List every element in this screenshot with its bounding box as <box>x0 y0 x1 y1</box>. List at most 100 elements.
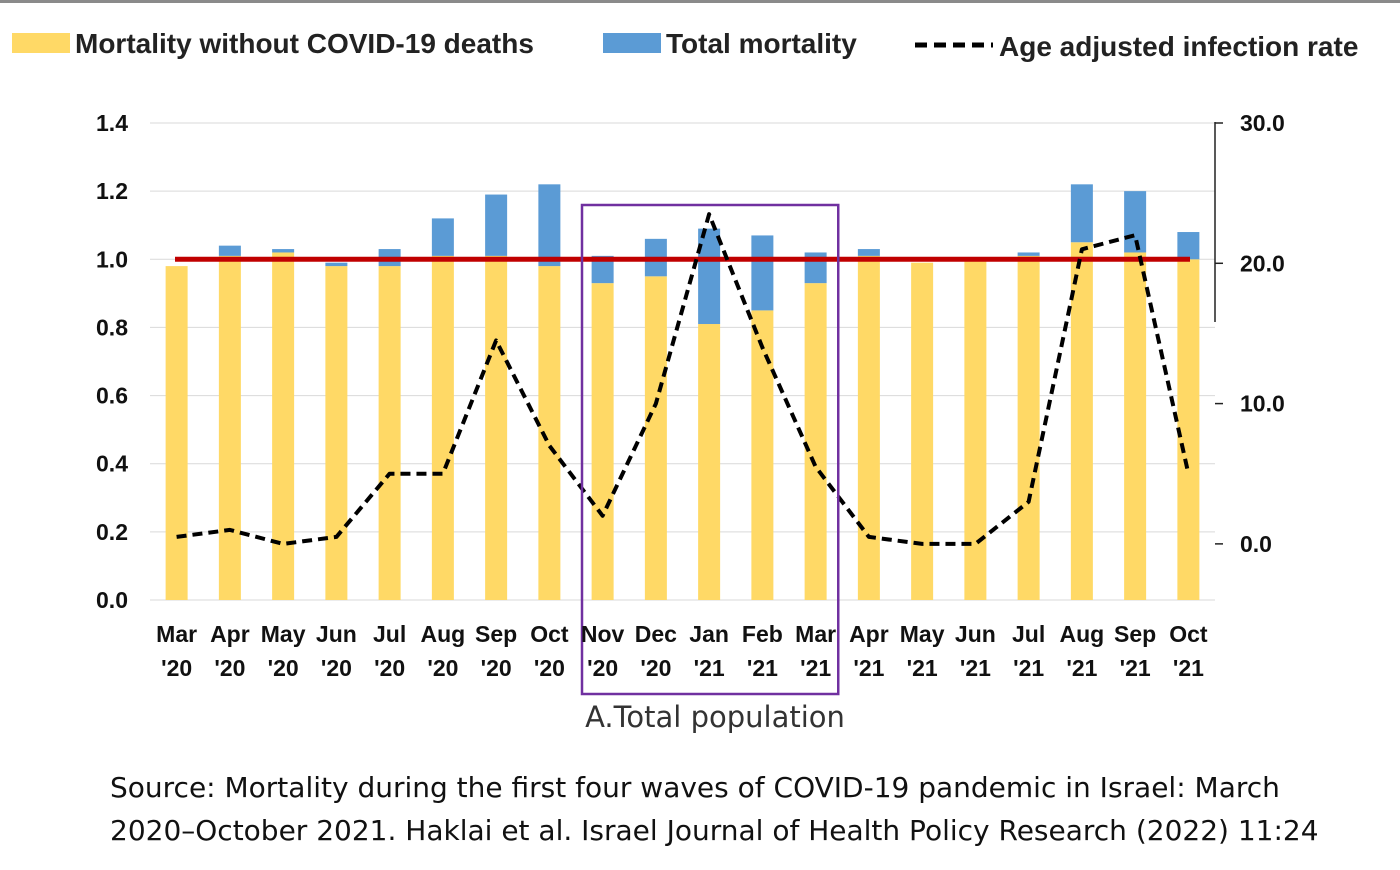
source-line-1: Source: Mortality during the first four … <box>110 771 1280 804</box>
x-label-month-5: Aug <box>421 621 466 647</box>
legend-label-0: Mortality without COVID-19 deaths <box>75 28 534 59</box>
bar-mortality-without-covid-18 <box>1124 252 1147 600</box>
bar-mortality-without-covid-2 <box>272 252 295 600</box>
bar-mortality-without-covid-7 <box>538 266 561 600</box>
y-right-tick-0: 0.0 <box>1240 531 1272 557</box>
x-label-month-2: May <box>261 621 306 647</box>
bar-mortality-without-covid-6 <box>485 255 508 600</box>
legend-swatch-1 <box>603 33 661 53</box>
bar-mortality-without-covid-3 <box>325 266 348 600</box>
chart-legend: Mortality without COVID-19 deaths Total m… <box>12 28 1358 62</box>
x-label-month-1: Apr <box>210 621 250 647</box>
y-left-tick-2: 0.4 <box>96 451 128 477</box>
bar-total-mortality-11 <box>751 235 774 311</box>
bar-mortality-without-covid-1 <box>218 255 241 600</box>
bar-mortality-without-covid-16 <box>1017 255 1040 600</box>
x-label-year-2: '20 <box>268 655 299 681</box>
x-label-year-13: '21 <box>853 655 884 681</box>
source-citation: Source: Mortality during the first four … <box>110 766 1370 852</box>
x-label-month-12: Mar <box>795 621 836 647</box>
x-label-year-8: '20 <box>587 655 618 681</box>
bar-mortality-without-covid-12 <box>804 283 827 600</box>
x-label-year-7: '20 <box>534 655 565 681</box>
bar-total-mortality-19 <box>1177 232 1200 260</box>
bar-total-mortality-5 <box>431 218 454 256</box>
y-left-tick-1: 0.2 <box>96 519 128 545</box>
y-left-tick-5: 1.0 <box>96 246 128 272</box>
legend-label-1: Total mortality <box>666 28 857 59</box>
y-left-tick-6: 1.2 <box>96 178 128 204</box>
legend-swatch-0 <box>12 33 70 53</box>
bar-mortality-without-covid-0 <box>165 266 188 600</box>
x-label-year-15: '21 <box>960 655 991 681</box>
x-label-year-10: '21 <box>694 655 725 681</box>
bar-total-mortality-8 <box>591 255 614 284</box>
x-label-month-19: Oct <box>1169 621 1208 647</box>
grid-lines <box>150 122 1215 601</box>
x-label-year-17: '21 <box>1066 655 1097 681</box>
x-label-month-0: Mar <box>156 621 197 647</box>
x-label-year-4: '20 <box>374 655 405 681</box>
bar-total-mortality-3 <box>325 262 348 267</box>
bar-total-mortality-16 <box>1017 252 1040 256</box>
bar-mortality-without-covid-13 <box>857 255 880 600</box>
x-label-month-14: May <box>900 621 945 647</box>
bar-mortality-without-covid-8 <box>591 283 614 600</box>
bar-mortality-without-covid-19 <box>1177 259 1200 600</box>
axes-group: 0.0 0.2 0.4 0.6 0.8 1.0 1.2 1.4 0.0 10.0 20.0 30.0 <box>96 110 1285 613</box>
legend-label-2: Age adjusted infection rate <box>999 31 1358 62</box>
highlight-group <box>580 203 840 696</box>
bar-total-mortality-2 <box>272 249 295 253</box>
bar-total-mortality-13 <box>857 249 880 256</box>
y-right-tick-3: 30.0 <box>1240 110 1285 136</box>
x-label-month-11: Feb <box>742 621 783 647</box>
chart-subtitle: A.Total population <box>585 700 845 734</box>
bar-mortality-without-covid-5 <box>431 255 454 600</box>
x-label-year-16: '21 <box>1013 655 1044 681</box>
x-label-year-12: '21 <box>800 655 831 681</box>
bar-total-mortality-6 <box>485 194 508 256</box>
x-label-month-16: Jul <box>1012 621 1045 647</box>
x-label-month-17: Aug <box>1060 621 1105 647</box>
x-label-year-6: '20 <box>481 655 512 681</box>
bar-mortality-without-covid-9 <box>644 276 667 600</box>
x-label-month-4: Jul <box>373 621 406 647</box>
x-label-year-1: '20 <box>214 655 245 681</box>
x-label-year-19: '21 <box>1173 655 1204 681</box>
x-label-year-3: '20 <box>321 655 352 681</box>
bar-mortality-without-covid-10 <box>698 324 721 600</box>
bar-total-mortality-17 <box>1070 184 1093 243</box>
infection-rate-group <box>176 212 1191 546</box>
x-label-month-6: Sep <box>475 621 517 647</box>
bar-mortality-without-covid-4 <box>378 266 401 600</box>
x-label-year-14: '21 <box>907 655 938 681</box>
x-label-year-11: '21 <box>747 655 778 681</box>
x-label-month-8: Nov <box>581 621 625 647</box>
x-label-month-10: Jan <box>689 621 729 647</box>
x-label-month-15: Jun <box>955 621 996 647</box>
x-label-year-9: '20 <box>640 655 671 681</box>
bar-mortality-without-covid-11 <box>751 310 774 600</box>
x-axis-labels: Mar '20 Apr '20 May '20 Jun '20 Jul '20 Aug '20 Sep '… <box>156 621 1208 681</box>
y-left-tick-3: 0.6 <box>96 383 128 409</box>
infection-rate-line <box>176 212 1191 546</box>
y-left-tick-0: 0.0 <box>96 587 128 613</box>
source-line-2: 2020–October 2021. Haklai et al. Israel … <box>110 814 1319 847</box>
bar-total-mortality-10 <box>698 228 721 325</box>
x-label-year-5: '20 <box>427 655 458 681</box>
x-label-month-7: Oct <box>530 621 569 647</box>
bar-total-mortality-1 <box>218 245 241 256</box>
bar-series <box>165 184 1200 600</box>
x-label-month-13: Apr <box>849 621 889 647</box>
bar-total-mortality-7 <box>538 184 561 267</box>
bar-mortality-without-covid-14 <box>911 262 934 600</box>
bar-mortality-without-covid-17 <box>1070 242 1093 600</box>
top-border <box>0 0 1400 3</box>
x-label-month-3: Jun <box>316 621 357 647</box>
bar-mortality-without-covid-15 <box>964 259 987 600</box>
mortality-chart: Mortality without COVID-19 deaths Total m… <box>12 28 1358 734</box>
x-label-month-9: Dec <box>635 621 677 647</box>
y-left-tick-7: 1.4 <box>96 110 128 136</box>
y-left-tick-4: 0.8 <box>96 314 128 340</box>
highlight-box <box>580 203 840 696</box>
